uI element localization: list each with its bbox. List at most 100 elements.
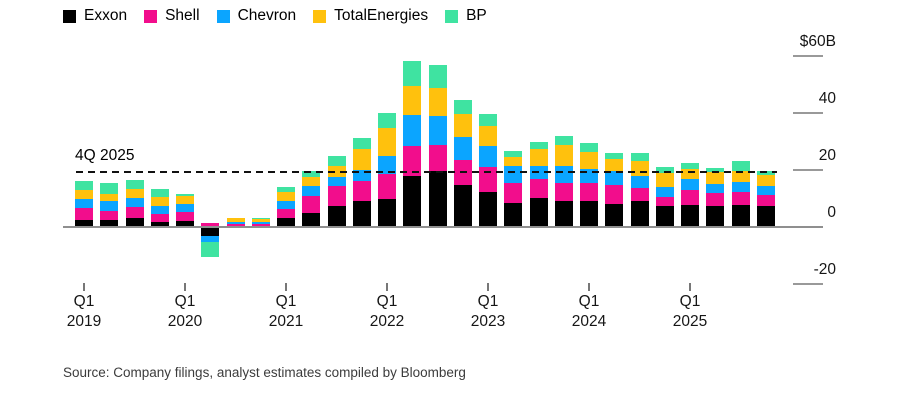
legend-swatch-totalenergies <box>313 9 327 23</box>
legend-label: TotalEnergies <box>334 7 429 24</box>
x-tick-label: Q1 2020 <box>150 292 220 332</box>
bar-segment-bp <box>125 179 144 190</box>
bar-segment-chevron <box>125 197 144 207</box>
bar-segment-exxon <box>75 219 93 227</box>
bar-segment-chevron <box>479 145 497 167</box>
bar-segment-bp <box>681 162 699 169</box>
y-tick-label: 0 <box>827 204 836 221</box>
bar-segment-chevron <box>605 171 624 185</box>
bar-segment-bp <box>302 171 321 177</box>
bar-segment-shell <box>580 182 598 202</box>
y-tick-label: -20 <box>813 261 836 278</box>
bar-segment-shell <box>630 187 649 202</box>
bar-segment-shell <box>706 192 725 207</box>
bar-segment-totalenergies <box>352 148 371 171</box>
bar-segment-totalenergies <box>504 157 523 167</box>
bar-segment-bp <box>554 136 573 145</box>
bar-segment-shell <box>428 145 447 172</box>
bar-segment-bp <box>378 112 396 129</box>
bar-segment-chevron <box>176 203 194 213</box>
bar-segment-bp <box>655 166 674 173</box>
bar-segment-totalenergies <box>580 152 598 170</box>
bar-segment-shell <box>403 146 422 176</box>
bar-segment-exxon <box>554 201 573 227</box>
bar-segment-chevron <box>378 156 396 174</box>
bar-segment-exxon <box>428 171 447 227</box>
bar-segment-totalenergies <box>479 125 497 146</box>
bar-segment-exxon <box>302 213 321 227</box>
bar-segment-shell <box>150 213 169 223</box>
y-tick-line <box>793 55 823 57</box>
x-tick-label-year: 2022 <box>369 313 405 330</box>
x-tick-label: Q1 2019 <box>49 292 119 332</box>
bar-segment-shell <box>201 223 220 227</box>
bar-segment-chevron <box>756 185 775 196</box>
bar-segment-exxon <box>655 205 674 227</box>
bar-segment-bp <box>150 189 169 198</box>
bar-segment-chevron <box>327 176 346 187</box>
bar-segment-bp <box>479 114 497 126</box>
x-tick-label-year: 2021 <box>268 313 304 330</box>
source-attribution: Source: Company filings, analyst estimat… <box>63 365 466 380</box>
x-tick-mark <box>588 283 590 291</box>
x-tick-label-year: 2019 <box>66 313 102 330</box>
bar-segment-exxon <box>100 220 119 227</box>
legend-label: BP <box>466 7 487 24</box>
bar-segment-shell <box>277 208 295 218</box>
bar-segment-chevron <box>428 115 447 146</box>
bar-segment-exxon <box>125 217 144 227</box>
bar-segment-chevron <box>100 201 119 211</box>
x-tick-label-quarter: Q1 <box>275 293 297 310</box>
x-tick-label: Q1 2022 <box>352 292 422 332</box>
bar-segment-shell <box>605 184 624 204</box>
bar-segment-bp <box>201 241 220 258</box>
legend: Exxon Shell Chevron TotalEnergies BP <box>63 7 487 25</box>
x-tick-label-quarter: Q1 <box>679 293 701 310</box>
legend-label: Exxon <box>84 7 128 24</box>
bar-segment-totalenergies <box>630 161 649 176</box>
y-tick-line <box>793 283 823 285</box>
bar-segment-bp <box>277 186 295 192</box>
x-tick-mark <box>83 283 85 291</box>
bar-segment-shell <box>378 173 396 200</box>
x-tick-label: Q1 2024 <box>554 292 624 332</box>
x-tick-label-year: 2024 <box>571 313 607 330</box>
bar-segment-bp <box>428 65 447 89</box>
bar-segment-chevron <box>554 166 573 184</box>
bar-segment-shell <box>731 191 750 206</box>
bar-segment-chevron <box>706 183 725 193</box>
bar-segment-bp <box>453 100 472 114</box>
x-tick-label: Q1 2025 <box>655 292 725 332</box>
bar-segment-shell <box>352 180 371 202</box>
bar-segment-totalenergies <box>605 159 624 172</box>
bar-segment-shell <box>251 224 270 227</box>
bar-segment-bp <box>630 152 649 162</box>
bar-segment-totalenergies <box>100 193 119 202</box>
bar-segment-exxon <box>731 205 750 227</box>
bar-segment-exxon <box>630 201 649 227</box>
bar-segment-totalenergies <box>428 88 447 116</box>
x-tick-mark <box>689 283 691 291</box>
x-tick-mark <box>184 283 186 291</box>
x-tick-label: Q1 2021 <box>251 292 321 332</box>
y-tick-line <box>793 112 823 114</box>
bar-segment-totalenergies <box>706 171 725 184</box>
bar-segment-totalenergies <box>378 128 396 157</box>
legend-swatch-shell <box>144 9 158 23</box>
x-axis-zero-line <box>63 226 823 228</box>
bar-segment-chevron <box>504 166 523 183</box>
x-tick-label-quarter: Q1 <box>477 293 499 310</box>
bar-segment-shell <box>655 196 674 206</box>
bar-segment-bp <box>176 193 194 196</box>
x-tick-label-quarter: Q1 <box>578 293 600 310</box>
bar-segment-totalenergies <box>226 218 245 222</box>
reference-dashed-line <box>76 170 777 174</box>
bar-segment-shell <box>125 206 144 218</box>
bar-segment-bp <box>403 61 422 87</box>
bar-segment-shell <box>226 223 245 227</box>
bar-segment-exxon <box>756 206 775 227</box>
bar-segment-exxon <box>403 175 422 227</box>
x-tick-label-quarter: Q1 <box>376 293 398 310</box>
x-tick-mark <box>386 283 388 291</box>
